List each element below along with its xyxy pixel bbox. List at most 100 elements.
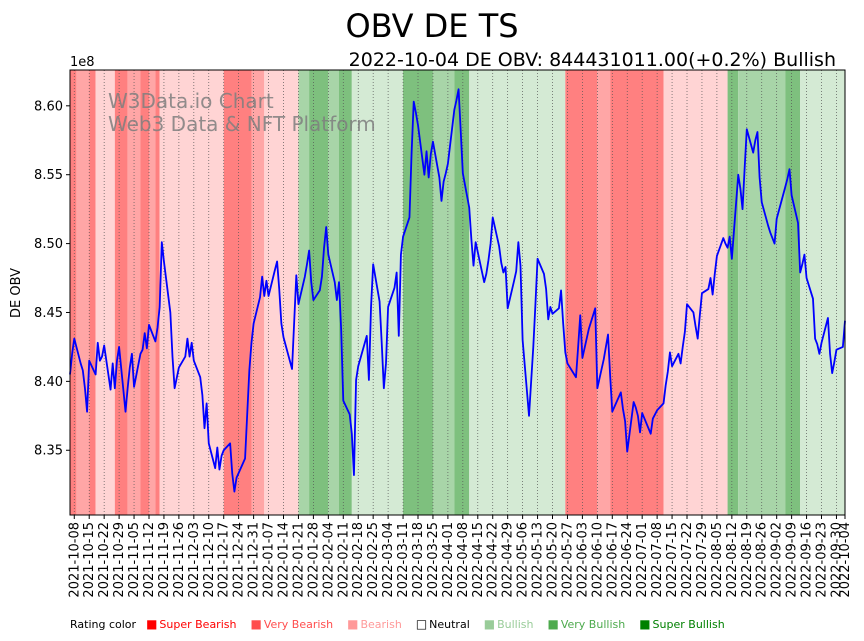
- rating-band-super-bullish: [339, 70, 352, 515]
- x-tick-label: 2022-05-20: [546, 522, 561, 598]
- x-tick-label: 2022-02-11: [336, 522, 351, 598]
- x-tick-label: 2022-04-22: [486, 522, 501, 598]
- legend-swatch-icon: ■: [250, 617, 262, 631]
- y-axis-ticks: 8.35 8.40 8.45 8.50 8.55 8.60: [34, 99, 70, 459]
- watermark-line1: W3Data.io Chart: [108, 89, 274, 113]
- x-tick-label: 2022-03-04: [381, 522, 396, 598]
- rating-band-super-bearish: [610, 70, 664, 515]
- x-tick-label: 2021-12-10: [202, 522, 217, 598]
- y-tick-label: 8.35: [34, 444, 63, 459]
- rating-band-super-bullish: [454, 70, 470, 515]
- y-tick-label: 8.45: [34, 306, 63, 321]
- x-tick-label: 2021-10-29: [112, 522, 127, 598]
- x-tick-label: 2022-05-27: [560, 522, 575, 598]
- rating-band-bullish: [800, 70, 845, 515]
- x-tick-label: 2022-07-08: [650, 522, 665, 598]
- legend-label: Bearish: [360, 617, 402, 631]
- legend-label: Very Bullish: [560, 617, 626, 631]
- y-tick-label: 8.60: [34, 99, 63, 114]
- x-tick-label: 2022-01-28: [306, 522, 321, 598]
- legend-label: Super Bullish: [652, 617, 725, 631]
- x-tick-label: 2022-06-03: [575, 522, 590, 598]
- rating-band-very-bullish: [328, 70, 340, 515]
- rating-band-super-bullish: [727, 70, 739, 515]
- rating-band-very-bearish: [597, 70, 611, 515]
- x-tick-label: 2022-10-04: [838, 522, 853, 598]
- y-tick-label: 8.40: [34, 375, 63, 390]
- x-tick-label: 2021-11-05: [127, 522, 142, 598]
- rating-band-very-bearish: [251, 70, 265, 515]
- x-tick-label: 2022-02-04: [321, 522, 336, 598]
- legend-item-super-bullish: ■ Super Bullish: [639, 617, 724, 631]
- x-tick-label: 2022-09-30: [829, 522, 844, 598]
- x-tick-label: 2022-02-18: [351, 522, 366, 598]
- rating-band-very-bearish: [76, 70, 90, 515]
- legend-label: Very Bearish: [263, 617, 334, 631]
- legend-label: Bullish: [497, 617, 534, 631]
- rating-legend: Rating color ■ Super Bearish ■ Very Bearish…: [70, 617, 739, 631]
- legend-item-very-bullish: ■ Very Bullish: [548, 617, 626, 631]
- rating-band-bearish: [95, 70, 115, 515]
- obv-series-line: [69, 88, 846, 493]
- x-tick-label: 2021-10-15: [82, 522, 97, 598]
- y-axis-label: DE OBV: [9, 268, 24, 318]
- legend-swatch-icon: □: [415, 617, 428, 631]
- legend-label: Neutral: [429, 617, 470, 631]
- legend-swatch-icon: ■: [483, 617, 496, 631]
- x-tick-label: 2022-08-05: [710, 522, 725, 598]
- rating-band-super-bearish: [223, 70, 252, 515]
- legend-item-neutral: □ Neutral: [416, 617, 470, 631]
- legend-item-bearish: ■ Bearish: [347, 617, 402, 631]
- x-tick-label: 2022-04-29: [501, 522, 516, 598]
- y-tick-label: 8.55: [34, 168, 63, 183]
- x-tick-label: 2022-08-12: [725, 522, 740, 598]
- x-tick-label: 2021-12-24: [232, 522, 247, 598]
- x-tick-label: 2022-09-16: [800, 522, 815, 598]
- rating-band-bearish: [159, 70, 224, 515]
- x-tick-label: 2022-01-07: [262, 522, 277, 598]
- x-tick-label: 2022-08-26: [755, 522, 770, 598]
- obv-line-layer: [69, 88, 846, 493]
- x-tick-label: 2022-09-02: [770, 522, 785, 598]
- rating-band-very-bullish: [298, 70, 310, 515]
- x-tick-label: 2022-06-10: [590, 522, 605, 598]
- rating-band-super-bearish: [565, 70, 598, 515]
- x-tick-label: 2022-03-25: [426, 522, 441, 598]
- x-tick-label: 2022-07-22: [680, 522, 695, 598]
- x-tick-label: 2022-04-15: [471, 522, 486, 598]
- x-tick-label: 2022-08-19: [740, 522, 755, 598]
- x-tick-label: 2021-10-08: [67, 522, 82, 598]
- rating-band-super-bearish: [155, 70, 160, 515]
- x-tick-label: 2021-11-19: [157, 522, 172, 598]
- legend-swatch-icon: ■: [547, 617, 559, 631]
- x-tick-label: 2022-06-17: [605, 522, 620, 598]
- x-tick-label: 2021-12-03: [187, 522, 202, 598]
- rating-band-super-bearish: [89, 70, 96, 515]
- x-tick-label: 2022-06-24: [620, 522, 635, 598]
- rating-band-bullish: [469, 70, 566, 515]
- plot-frame: [69, 69, 846, 516]
- rating-band-super-bearish: [70, 70, 77, 515]
- chart-title: OBV DE TS: [345, 7, 518, 45]
- legend-item-very-bearish: ■ Very Bearish: [250, 617, 333, 631]
- x-tick-label: 2021-10-22: [97, 522, 112, 598]
- x-tick-label: 2022-03-18: [411, 522, 426, 598]
- x-tick-label: 2021-11-12: [142, 522, 157, 598]
- x-tick-label: 2022-04-01: [441, 522, 456, 598]
- rating-band-super-bearish: [114, 70, 128, 515]
- x-tick-label: 2021-11-26: [172, 522, 187, 598]
- rating-bands: [70, 70, 845, 515]
- legend-title: Rating color: [70, 617, 137, 631]
- x-tick-label: 2022-07-15: [665, 522, 680, 598]
- rating-band-super-bearish: [140, 70, 149, 515]
- watermark-line2: Web3 Data & NFT Platform: [108, 112, 376, 136]
- x-tick-label: 2022-04-08: [456, 522, 471, 598]
- x-tick-label: 2022-09-09: [785, 522, 800, 598]
- x-tick-label: 2022-05-13: [531, 522, 546, 598]
- legend-swatch-icon: ■: [347, 617, 359, 631]
- legend-item-bullish: ■ Bullish: [484, 617, 534, 631]
- x-tick-label: 2022-02-25: [366, 522, 381, 598]
- legend-swatch-icon: ■: [146, 617, 158, 631]
- x-tick-label: 2022-03-11: [396, 522, 411, 598]
